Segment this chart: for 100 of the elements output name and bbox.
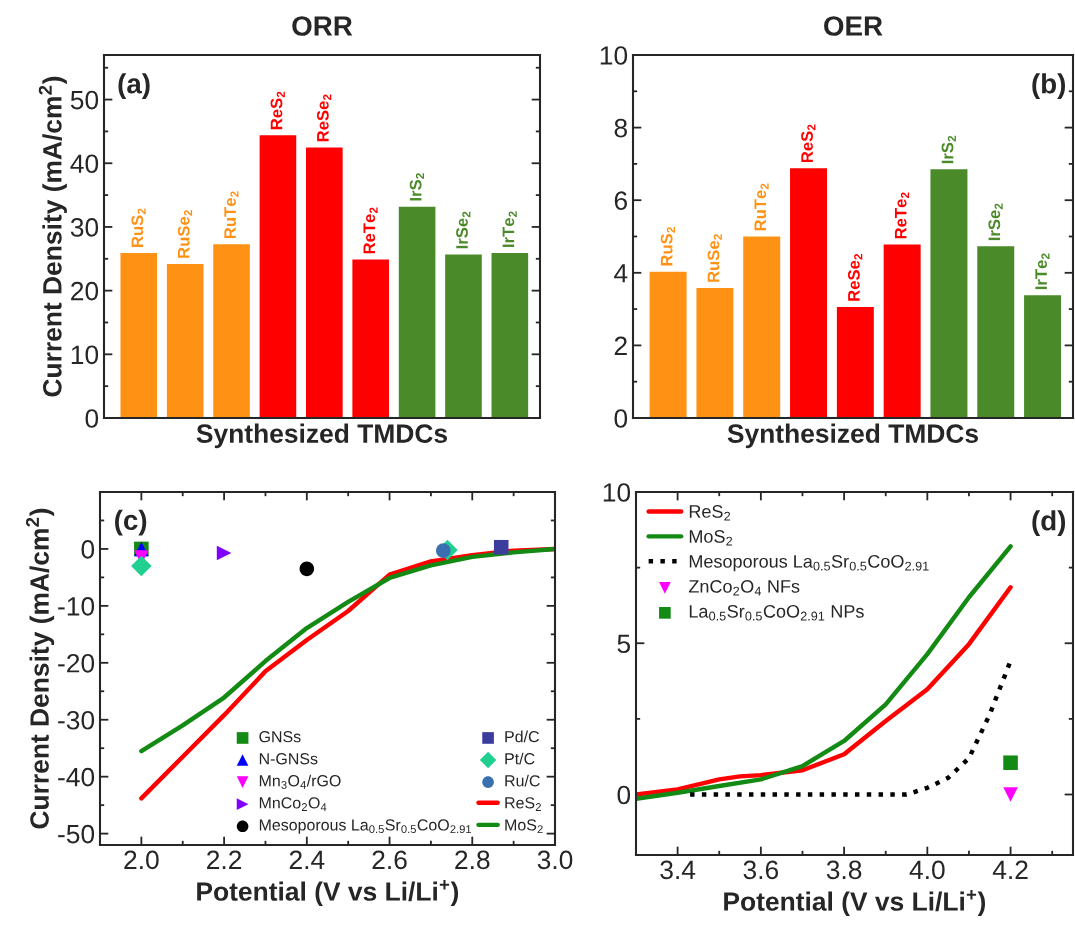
annotation: (b) — [1032, 73, 1066, 100]
x-tick-label: 4.2 — [992, 860, 1028, 879]
x-tick-label: RuSe$_{2}$ — [177, 210, 193, 258]
y-tick-label: 4 — [614, 264, 628, 283]
y-tick-label: 50 — [70, 90, 99, 110]
y-tick-label: 2 — [614, 336, 627, 355]
y-tick-label: 30 — [70, 218, 99, 237]
x-tick-label: RuTe$_{2}$ — [224, 191, 239, 239]
bar — [835, 305, 876, 418]
legend-label: N-GNSs — [259, 753, 318, 765]
bar — [788, 166, 829, 418]
y-tick-label: 5 — [617, 634, 631, 654]
y-tick-label: 10 — [603, 483, 631, 502]
point — [216, 545, 232, 561]
legend-label: Pd/C — [505, 730, 539, 743]
y-tick-label: 40 — [70, 154, 99, 174]
x-axis-title: Potential (V vs Li/Li$^{+}$) — [724, 890, 986, 917]
point — [131, 555, 152, 577]
x-tick-label: 2.8 — [455, 850, 490, 870]
bar — [695, 286, 735, 418]
x-axis-title: Synthesized TMDCs — [727, 423, 979, 449]
bar — [397, 205, 437, 418]
bar — [490, 251, 530, 418]
bar — [165, 262, 205, 418]
annotation: (c) — [115, 509, 147, 536]
x-tick-label: ReS$_{2}$ — [801, 124, 816, 163]
bar — [1022, 293, 1063, 418]
y-tick-label: 0 — [85, 409, 99, 428]
y-tick-label: -50 — [58, 824, 95, 844]
line-series — [139, 546, 555, 754]
y-axis-title: Current Density (mA/cm$^{2}$) — [25, 508, 55, 829]
bar — [211, 242, 252, 418]
legend-label: MoS$_{2}$ — [689, 530, 733, 546]
legend-label: Mn$_{3}$O$_{4}$/rGO — [259, 774, 341, 789]
legend-label: La$_{0.5}$Sr$_{0.5}$CoO$_{2.91}$ NPs — [689, 604, 864, 621]
bar — [119, 251, 159, 418]
annotation: (a) — [118, 73, 150, 100]
y-tick-label: 10 — [600, 46, 628, 65]
legend-label: ReS$_{2}$ — [505, 797, 541, 811]
bar — [929, 167, 969, 418]
bar — [350, 258, 391, 418]
x-tick-label: RuSe$_{2}$ — [707, 234, 722, 282]
legend-label: Mesoporous La$_{0.5}$Sr$_{0.5}$CoO$_{2.91}$ — [259, 819, 472, 834]
x-tick-label: ReSe$_{2}$ — [316, 94, 332, 142]
x-tick-label: 3.6 — [743, 860, 779, 880]
y-tick-label: 10 — [71, 345, 99, 365]
x-tick-label: IrTe$_{2}$ — [1035, 253, 1050, 290]
legend-label: GNSs — [259, 731, 301, 743]
bar — [304, 146, 345, 418]
x-tick-label: 2.4 — [289, 850, 325, 869]
x-tick-label: IrS$_{2}$ — [409, 173, 425, 201]
x-tick-label: RuTe$_{2}$ — [754, 183, 769, 231]
y-tick-label: 20 — [71, 281, 99, 301]
x-tick-label: 2.2 — [207, 850, 242, 869]
y-tick-label: -40 — [58, 767, 95, 787]
legend-label: MoS$_{2}$ — [505, 819, 543, 833]
bar — [741, 235, 782, 418]
x-tick-label: ReSe$_{2}$ — [847, 253, 863, 301]
x-tick-label: IrTe$_{2}$ — [502, 211, 517, 247]
x-tick-label: ReTe$_{2}$ — [894, 192, 910, 239]
x-tick-label: 2.0 — [124, 850, 159, 870]
x-tick-label: IrS$_{2}$ — [941, 135, 956, 164]
legend-label: ZnCo$_{2}$O$_{4}$ NFs — [688, 580, 800, 596]
x-tick-label: RuS$_{2}$ — [660, 227, 676, 266]
y-axis-title: Current Density (mA/cm$^{2}$) — [38, 76, 67, 397]
bar — [443, 252, 484, 418]
chart-title: OER — [824, 16, 883, 36]
x-axis-title: Potential (V vs Li/Li$^{+}$) — [197, 880, 459, 907]
chart-title: ORR — [292, 16, 353, 36]
y-tick-label: -10 — [58, 597, 95, 616]
bar — [258, 133, 298, 418]
legend-label: Ru/C — [505, 774, 540, 787]
x-tick-label: 3.0 — [537, 850, 573, 870]
legend-label: Mesoporous La$_{0.5}$Sr$_{0.5}$CoO$_{2.91}$ — [689, 555, 929, 572]
y-tick-label: -30 — [58, 710, 95, 730]
line-series — [636, 544, 1013, 801]
x-tick-label: 3.8 — [826, 860, 862, 880]
y-tick-label: 0 — [81, 540, 95, 559]
legend-label: MnCo$_{2}$O$_{4}$ — [259, 797, 327, 811]
y-tick-label: 6 — [614, 191, 627, 211]
y-tick-label: 0 — [614, 409, 628, 428]
x-tick-label: IrSe$_{2}$ — [456, 211, 471, 249]
x-tick-label: IrSe$_{2}$ — [988, 203, 1003, 241]
bar — [882, 243, 923, 418]
point — [493, 539, 509, 555]
bar — [975, 244, 1016, 418]
y-tick-label: -20 — [58, 653, 95, 673]
annotation: (d) — [1032, 510, 1066, 537]
point — [299, 561, 315, 577]
x-tick-label: ReTe$_{2}$ — [363, 207, 378, 254]
x-axis-title: Synthesized TMDCs — [196, 423, 448, 449]
legend-label: Pt/C — [505, 752, 535, 765]
legend-label: ReS$_{2}$ — [689, 505, 731, 521]
y-tick-label: 0 — [617, 785, 631, 805]
x-tick-label: 2.6 — [372, 850, 407, 870]
x-tick-label: 4.0 — [909, 860, 945, 880]
bar — [648, 270, 688, 418]
point — [436, 543, 451, 558]
x-tick-label: RuS$_{2}$ — [131, 208, 146, 247]
x-tick-label: 3.4 — [660, 860, 696, 880]
